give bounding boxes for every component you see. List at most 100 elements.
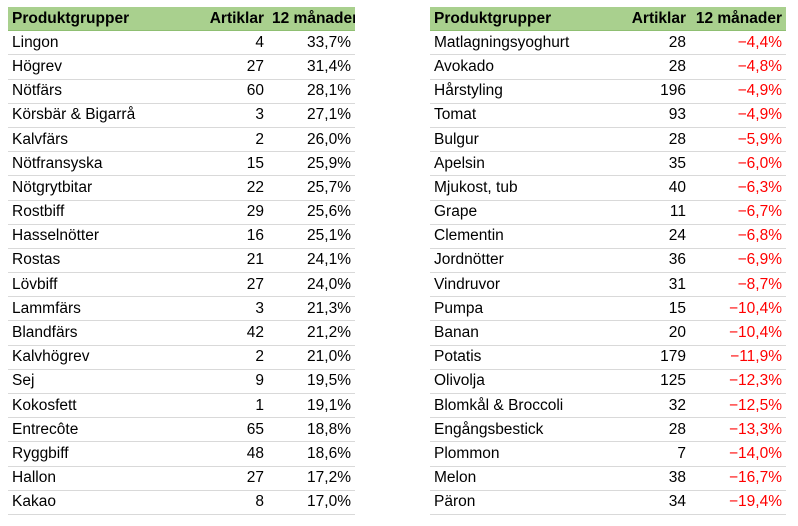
table-row: Kokosfett 1 19,1% (8, 393, 355, 419)
product-group-cell: Rostbiff (8, 200, 196, 225)
table-row: Apelsin 35 −6,0% (430, 151, 786, 177)
table-row: Kakao 8 17,0% (8, 490, 355, 515)
article-count-cell: 196 (626, 79, 690, 104)
decrease-table: Produktgrupper Artiklar 12 månader Matla… (430, 7, 786, 515)
product-group-cell: Lövbiff (8, 272, 196, 298)
table-row: Nötfransyska 15 25,9% (8, 151, 355, 177)
change-12-months-cell: 26,0% (268, 127, 355, 153)
change-12-months-cell: 27,1% (268, 103, 355, 128)
article-count-cell: 3 (196, 103, 268, 128)
product-group-cell: Lingon (8, 30, 196, 56)
product-group-cell: Banan (430, 320, 626, 346)
product-group-cell: Clementin (430, 224, 626, 249)
article-count-cell: 93 (626, 103, 690, 128)
product-group-cell: Hårstyling (430, 79, 626, 104)
article-count-cell: 16 (196, 224, 268, 249)
change-12-months-cell: −10,4% (690, 320, 786, 346)
table-row: Högrev 27 31,4% (8, 54, 355, 80)
product-group-cell: Engångsbestick (430, 417, 626, 443)
article-count-cell: 28 (626, 54, 690, 80)
article-count-cell: 179 (626, 345, 690, 370)
product-group-cell: Tomat (430, 103, 626, 128)
article-count-cell: 32 (626, 393, 690, 419)
product-group-cell: Kokosfett (8, 393, 196, 419)
change-12-months-cell: −8,7% (690, 272, 786, 298)
article-count-cell: 35 (626, 151, 690, 177)
table-row: Ryggbiff 48 18,6% (8, 441, 355, 467)
table-row: Entrecôte 65 18,8% (8, 417, 355, 443)
change-12-months-cell: 25,1% (268, 224, 355, 249)
change-12-months-cell: 31,4% (268, 54, 355, 80)
article-count-cell: 38 (626, 466, 690, 491)
product-group-cell: Plommon (430, 441, 626, 467)
change-12-months-cell: −16,7% (690, 466, 786, 491)
column-header-product-group: Produktgrupper (8, 7, 196, 32)
article-count-cell: 9 (196, 369, 268, 395)
table-row: Blomkål & Broccoli 32 −12,5% (430, 393, 786, 419)
table-row: Avokado 28 −4,8% (430, 54, 786, 80)
article-count-cell: 2 (196, 127, 268, 153)
product-group-cell: Nötfärs (8, 79, 196, 104)
table-row: Nötgrytbitar 22 25,7% (8, 175, 355, 201)
article-count-cell: 29 (196, 200, 268, 225)
product-group-cell: Grape (430, 200, 626, 225)
change-12-months-cell: −19,4% (690, 490, 786, 515)
change-12-months-cell: −6,3% (690, 175, 786, 201)
product-group-cell: Hasselnötter (8, 224, 196, 249)
table-row: Lingon 4 33,7% (8, 30, 355, 56)
table-row: Hårstyling 196 −4,9% (430, 79, 786, 104)
change-12-months-cell: 21,3% (268, 296, 355, 322)
product-group-cell: Apelsin (430, 151, 626, 177)
table-row: Nötfärs 60 28,1% (8, 79, 355, 104)
table-row: Lammfärs 3 21,3% (8, 296, 355, 322)
article-count-cell: 65 (196, 417, 268, 443)
article-count-cell: 27 (196, 54, 268, 80)
change-12-months-cell: 18,8% (268, 417, 355, 443)
product-group-cell: Rostas (8, 248, 196, 274)
change-12-months-cell: 25,7% (268, 175, 355, 201)
product-group-cell: Nötfransyska (8, 151, 196, 177)
product-group-cell: Körsbär & Bigarrå (8, 103, 196, 128)
article-count-cell: 48 (196, 441, 268, 467)
article-count-cell: 15 (626, 296, 690, 322)
product-group-cell: Pumpa (430, 296, 626, 322)
product-group-cell: Päron (430, 490, 626, 515)
table-row: Melon 38 −16,7% (430, 466, 786, 491)
table-row: Kalvfärs 2 26,0% (8, 127, 355, 153)
change-12-months-cell: −6,9% (690, 248, 786, 274)
change-12-months-cell: −14,0% (690, 441, 786, 467)
table-row: Matlagningsyoghurt 28 −4,4% (430, 30, 786, 56)
article-count-cell: 34 (626, 490, 690, 515)
article-count-cell: 22 (196, 175, 268, 201)
change-12-months-cell: −4,9% (690, 79, 786, 104)
product-group-cell: Matlagningsyoghurt (430, 30, 626, 56)
table-row: Rostas 21 24,1% (8, 248, 355, 274)
column-header-12-months: 12 månader (690, 7, 786, 32)
product-group-cell: Bulgur (430, 127, 626, 153)
change-12-months-cell: −11,9% (690, 345, 786, 370)
table-row: Potatis 179 −11,9% (430, 345, 786, 370)
table-row: Grape 11 −6,7% (430, 200, 786, 225)
change-12-months-cell: 17,2% (268, 466, 355, 491)
table-row: Banan 20 −10,4% (430, 320, 786, 346)
article-count-cell: 28 (626, 417, 690, 443)
article-count-cell: 27 (196, 272, 268, 298)
change-12-months-cell: 21,0% (268, 345, 355, 370)
change-12-months-cell: −10,4% (690, 296, 786, 322)
change-12-months-cell: 18,6% (268, 441, 355, 467)
table-row: Mjukost, tub 40 −6,3% (430, 175, 786, 201)
article-count-cell: 20 (626, 320, 690, 346)
change-12-months-cell: 21,2% (268, 320, 355, 346)
product-group-cell: Kalvfärs (8, 127, 196, 153)
increase-table: Produktgrupper Artiklar 12 månader Lingo… (8, 7, 355, 515)
table-row: Hasselnötter 16 25,1% (8, 224, 355, 249)
article-count-cell: 28 (626, 127, 690, 153)
table-row: Päron 34 −19,4% (430, 490, 786, 515)
product-group-cell: Ryggbiff (8, 441, 196, 467)
article-count-cell: 21 (196, 248, 268, 274)
change-12-months-cell: −6,8% (690, 224, 786, 249)
change-12-months-cell: 19,5% (268, 369, 355, 395)
article-count-cell: 36 (626, 248, 690, 274)
header-row: Produktgrupper Artiklar 12 månader (8, 7, 355, 32)
product-group-cell: Kalvhögrev (8, 345, 196, 370)
